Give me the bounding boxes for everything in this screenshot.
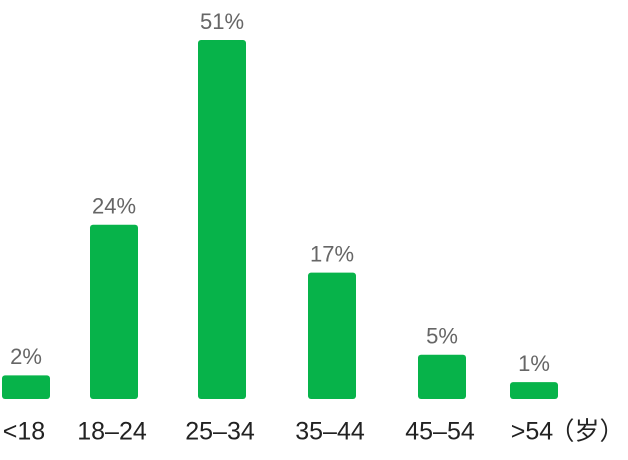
x-tick-label: >54 [511,418,554,446]
x-tick-label: 18–24 [77,418,147,446]
value-label: 2% [10,344,42,369]
x-tick-label: <18 [3,418,45,446]
bar [418,354,466,399]
x-tick-label: 45–54 [405,418,475,446]
x-tick-label: 25–34 [185,418,255,446]
value-label: 17% [310,241,354,266]
x-unit: （岁） [549,418,624,446]
bar [510,382,558,399]
value-label: 5% [426,324,458,349]
value-label: 1% [518,351,550,376]
value-label: 24% [92,194,136,219]
bar [308,272,356,399]
bar [198,40,246,399]
bar [90,224,138,399]
value-label: 51% [200,9,244,34]
x-tick-label: 35–44 [295,418,365,446]
bar [2,375,50,399]
